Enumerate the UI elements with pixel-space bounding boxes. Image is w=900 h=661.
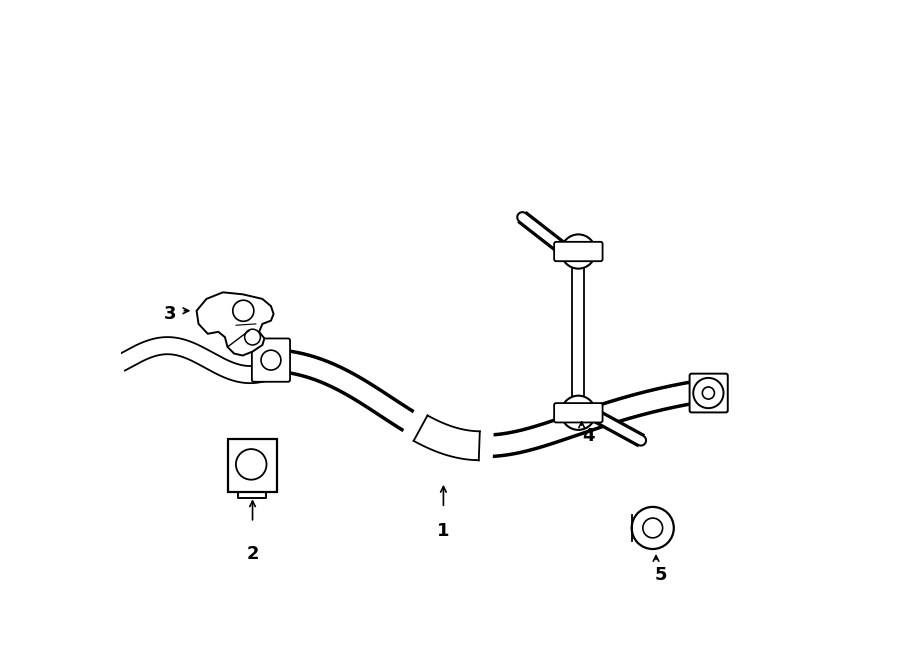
Text: 1: 1 xyxy=(437,522,450,540)
Circle shape xyxy=(562,396,596,430)
Circle shape xyxy=(236,449,266,480)
Text: 4: 4 xyxy=(582,427,595,445)
Polygon shape xyxy=(196,292,274,356)
Circle shape xyxy=(562,235,596,268)
Circle shape xyxy=(632,507,674,549)
Text: 5: 5 xyxy=(654,566,667,584)
Text: 2: 2 xyxy=(247,545,259,563)
FancyBboxPatch shape xyxy=(689,373,728,412)
Text: 3: 3 xyxy=(164,305,176,323)
FancyBboxPatch shape xyxy=(228,439,277,492)
FancyBboxPatch shape xyxy=(554,403,603,422)
FancyBboxPatch shape xyxy=(252,338,290,382)
FancyBboxPatch shape xyxy=(554,242,603,261)
